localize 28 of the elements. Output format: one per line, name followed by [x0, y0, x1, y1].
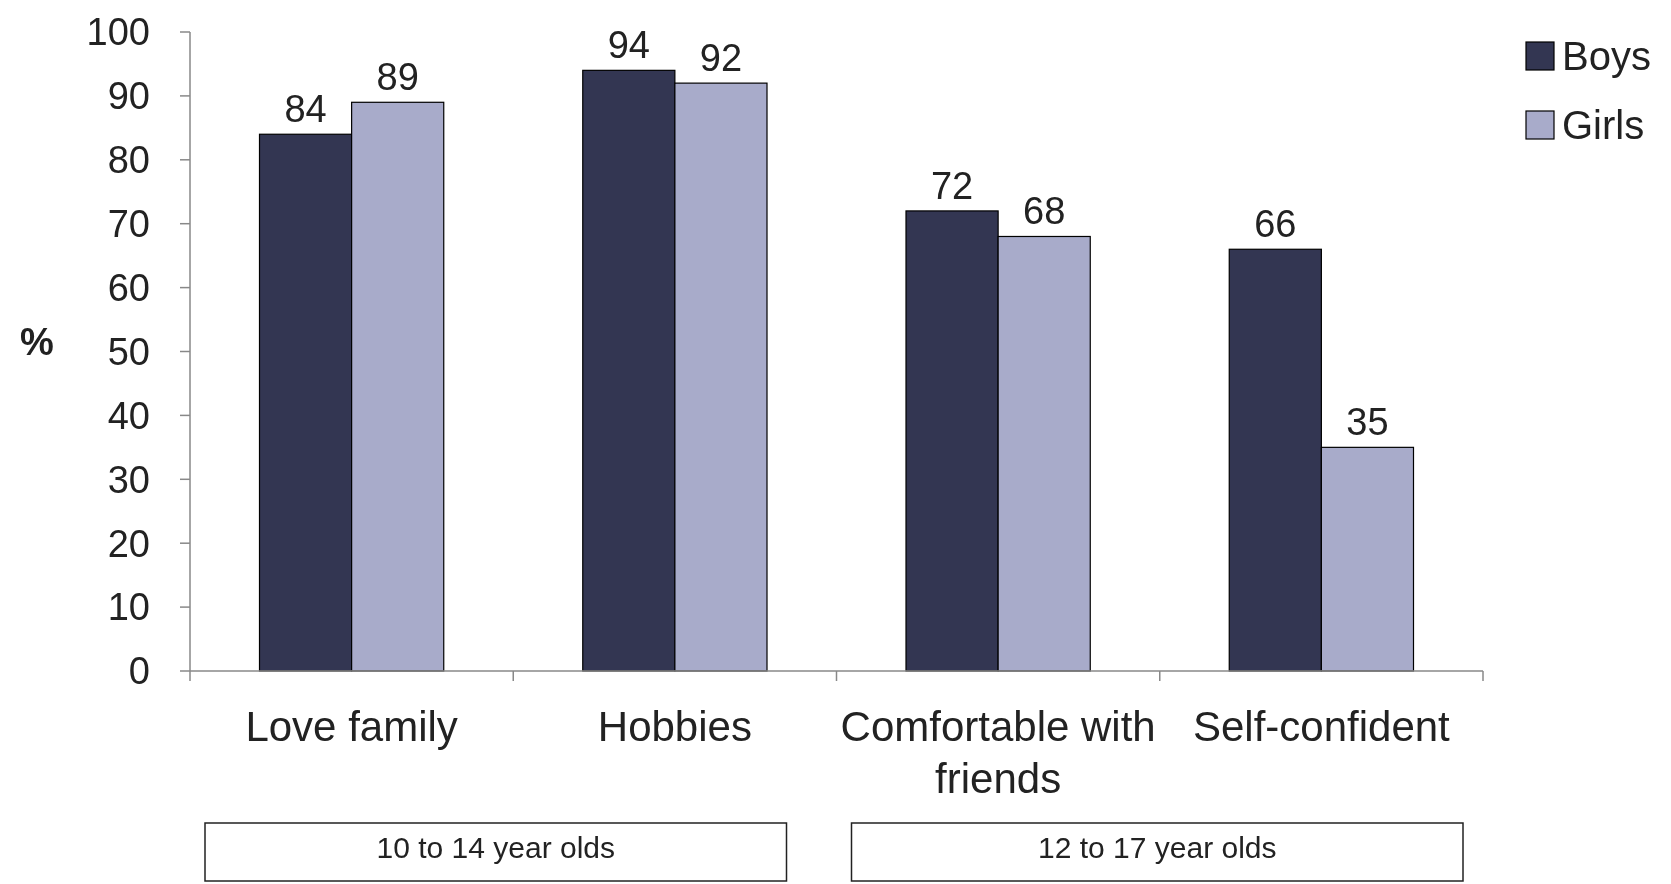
x-tick-label: Hobbies — [597, 703, 752, 750]
y-tick-label: 20 — [107, 522, 150, 565]
legend-label: Boys — [1562, 34, 1651, 78]
x-tick-label: Comfortable with friends — [840, 703, 1156, 802]
y-tick-label: 70 — [107, 203, 150, 245]
data-label: 89 — [376, 56, 419, 99]
y-tick-label: 50 — [107, 330, 150, 373]
data-label: 35 — [1346, 401, 1389, 444]
text: 12 to 17 year olds — [1038, 831, 1277, 864]
legend-label: Girls — [1562, 103, 1645, 147]
x-tick-label: Love family — [245, 703, 458, 750]
x-tick-label: Self-confident — [1192, 703, 1451, 750]
y-tick-label: 80 — [107, 139, 150, 182]
data-label: 72 — [930, 164, 974, 207]
y-axis-title: % — [20, 321, 54, 363]
y-tick-label: 60 — [107, 266, 150, 309]
data-label: 68 — [1023, 190, 1066, 233]
data-label: 94 — [607, 24, 650, 67]
text: 10 to 14 year olds — [376, 831, 615, 864]
y-tick-label: 100 — [86, 11, 150, 54]
data-label: 92 — [699, 37, 743, 80]
y-tick-label: 10 — [107, 586, 150, 629]
data-label: 84 — [284, 88, 327, 131]
y-tick-label: 90 — [107, 75, 150, 118]
y-tick-label: 40 — [107, 394, 150, 437]
y-tick-label: 0 — [128, 650, 150, 693]
y-tick-label: 30 — [107, 458, 150, 501]
data-label: 66 — [1254, 203, 1297, 246]
